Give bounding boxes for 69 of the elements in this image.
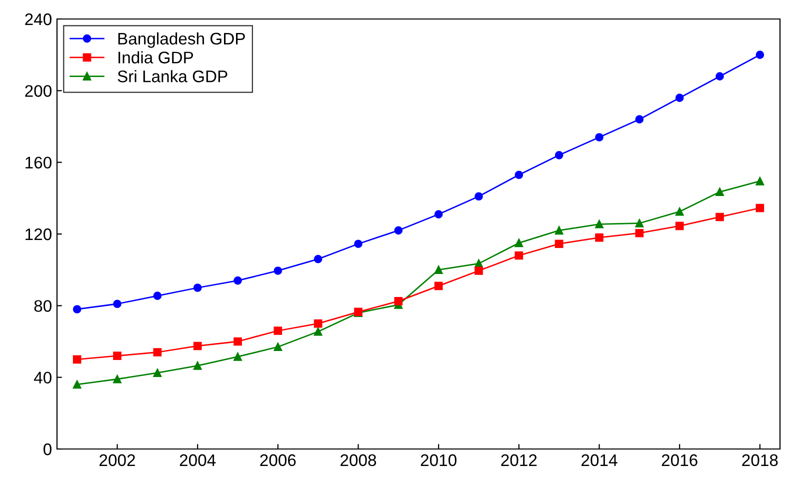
point [554,226,564,235]
point [595,220,604,228]
point [394,226,403,235]
point [193,362,202,370]
point [474,192,483,201]
point [193,342,202,350]
x-tick-label: 2018 [742,454,778,466]
point [394,297,403,306]
point [716,212,724,222]
point [434,266,443,274]
point [514,170,524,180]
point [113,352,122,360]
point [314,327,322,336]
point [595,233,604,242]
point [434,210,443,218]
point [314,254,322,264]
point [635,219,644,228]
x-tick-label: 2008 [340,454,376,466]
point [675,94,684,102]
point [153,292,162,300]
point [716,72,724,80]
point [274,266,282,275]
y-tick-label: 120 [26,228,52,240]
x-tick-label: 2004 [180,454,216,466]
point [193,284,202,292]
point [354,240,362,248]
point [554,240,564,248]
point [314,319,322,328]
point [635,115,644,124]
legend-label: Sri Lanka GDP [118,70,228,82]
y-tick-label: 0 [44,443,52,456]
point [72,380,82,389]
legend-label: Bangladesh GDP [118,32,245,48]
y-tick-label: 200 [25,85,52,97]
x-tick-label: 2016 [662,454,698,466]
x-tick-label: 2014 [582,454,618,466]
point [434,282,443,290]
point [756,204,764,212]
y-tick-label: 80 [34,300,52,312]
point [514,238,524,248]
point [756,50,764,59]
point [72,355,82,364]
point [474,266,483,275]
y-tick-label: 160 [26,156,52,169]
point [113,300,122,308]
x-tick-label: 2012 [501,454,537,466]
y-tick-label: 40 [34,372,52,384]
point [635,228,644,238]
point [274,342,282,352]
x-tick-label: 2006 [260,454,296,466]
point [675,222,684,230]
point [514,251,524,260]
point [234,352,242,361]
point [153,348,162,356]
point [756,176,764,186]
point [113,374,122,384]
x-tick-label: 2002 [100,454,135,466]
point [716,188,724,196]
legend-label: India GDP [118,51,194,64]
point [153,368,162,378]
point [274,326,282,335]
x-tick-label: 2010 [420,454,456,466]
point [554,151,564,160]
point [675,207,684,216]
point [72,305,82,314]
point [234,337,242,346]
point [595,133,604,142]
y-tick-label: 240 [25,13,52,26]
point [234,276,242,285]
